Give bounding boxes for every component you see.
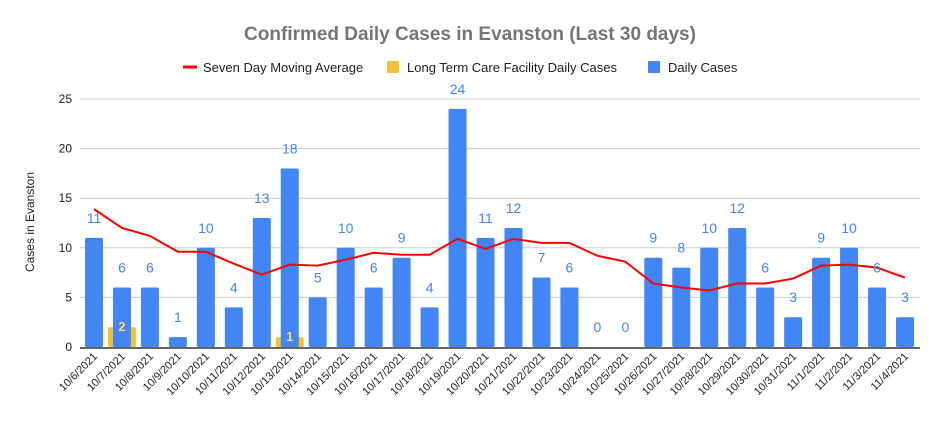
- legend-swatch: [387, 61, 399, 73]
- daily-cases-label: 3: [901, 289, 909, 305]
- daily-cases-bar: [112, 287, 131, 347]
- bars: [80, 108, 920, 349]
- y-tick-label: 10: [59, 241, 73, 255]
- daily-cases-bar: [85, 237, 103, 347]
- daily-cases-label: 5: [314, 269, 322, 285]
- daily-cases-label: 9: [649, 230, 657, 246]
- moving-average-polyline: [93, 208, 906, 292]
- daily-cases-label: 3: [789, 289, 797, 305]
- daily-cases-bar: [392, 257, 411, 347]
- daily-cases-bar: [756, 287, 775, 347]
- daily-cases-bar: [560, 287, 579, 347]
- daily-cases-bar: [504, 227, 523, 347]
- daily-cases-label: 6: [566, 259, 574, 275]
- daily-cases-label: 12: [729, 200, 745, 216]
- daily-cases-label: 4: [230, 279, 238, 295]
- chart-title: Confirmed Daily Cases in Evanston (Last …: [244, 24, 696, 45]
- daily-cases-bar: [868, 287, 887, 347]
- daily-cases-label: 9: [817, 230, 825, 246]
- daily-cases-bar: [168, 337, 187, 347]
- y-axis-label: Cases in Evanston: [23, 172, 37, 272]
- daily-cases-bar: [224, 307, 243, 347]
- daily-cases-bar: [336, 247, 355, 347]
- moving-average-line: [93, 208, 906, 292]
- daily-cases-label: 7: [538, 250, 546, 266]
- daily-cases-label: 10: [701, 220, 717, 236]
- ltc-label: 1: [286, 329, 293, 344]
- y-tick-label: 0: [65, 340, 72, 354]
- daily-cases-label: 12: [506, 200, 522, 216]
- daily-cases-bar: [532, 277, 551, 347]
- daily-cases-label: 0: [593, 319, 601, 335]
- legend-label: Seven Day Moving Average: [203, 60, 363, 75]
- daily-cases-label: 0: [621, 319, 629, 335]
- daily-cases-label: 8: [677, 240, 685, 256]
- legend-label: Daily Cases: [668, 60, 738, 75]
- daily-cases-bar: [196, 247, 215, 347]
- daily-cases-bar: [896, 317, 914, 347]
- daily-cases-bar: [364, 287, 383, 347]
- daily-cases-label: 11: [478, 210, 493, 226]
- daily-cases-label: 10: [841, 220, 857, 236]
- daily-cases-label: 10: [338, 220, 354, 236]
- y-tick-label: 20: [59, 142, 73, 156]
- daily-cases-label: 11: [87, 210, 102, 226]
- daily-cases-bar: [252, 218, 271, 347]
- daily-cases-bar: [140, 287, 159, 347]
- y-tick-label: 15: [59, 191, 73, 205]
- daily-cases-bar: [784, 317, 803, 347]
- daily-cases-label: 6: [118, 259, 126, 275]
- daily-cases-label: 6: [370, 259, 378, 275]
- daily-cases-label: 13: [254, 190, 270, 206]
- gridlines: [80, 98, 920, 298]
- daily-cases-bar: [420, 307, 439, 347]
- legend: Seven Day Moving Average Long Term Care F…: [183, 60, 738, 75]
- daily-cases-bar: [728, 227, 747, 347]
- daily-cases-bar: [840, 247, 859, 347]
- daily-cases-bar: [308, 297, 327, 347]
- y-tick-label: 25: [59, 92, 73, 106]
- daily-cases-bar: [448, 108, 467, 347]
- ltc-label: 2: [118, 319, 125, 334]
- legend-label: Long Term Care Facility Daily Cases: [407, 60, 617, 75]
- daily-cases-label: 6: [146, 259, 154, 275]
- daily-cases-label: 9: [398, 230, 406, 246]
- daily-cases-label: 24: [450, 81, 466, 97]
- x-axis-ticks: 10/6/202110/7/202110/8/202110/9/202110/1…: [57, 351, 911, 398]
- daily-cases-label: 18: [282, 140, 298, 156]
- daily-cases-label: 4: [426, 279, 434, 295]
- legend-swatch: [648, 61, 660, 73]
- daily-cases-bar: [812, 257, 831, 347]
- y-axis-ticks: 0 5 10 15 20 25: [59, 92, 73, 354]
- daily-cases-bar: [280, 168, 299, 347]
- y-tick-label: 5: [65, 290, 72, 304]
- daily-cases-bar: [476, 237, 495, 347]
- daily-cases-label: 1: [174, 309, 182, 325]
- daily-cases-bar: [672, 267, 691, 347]
- daily-cases-label: 6: [873, 259, 881, 275]
- daily-cases-bar: [644, 257, 663, 347]
- daily-cases-bar: [700, 247, 719, 347]
- daily-cases-label: 6: [761, 259, 769, 275]
- daily-cases-label: 10: [198, 220, 214, 236]
